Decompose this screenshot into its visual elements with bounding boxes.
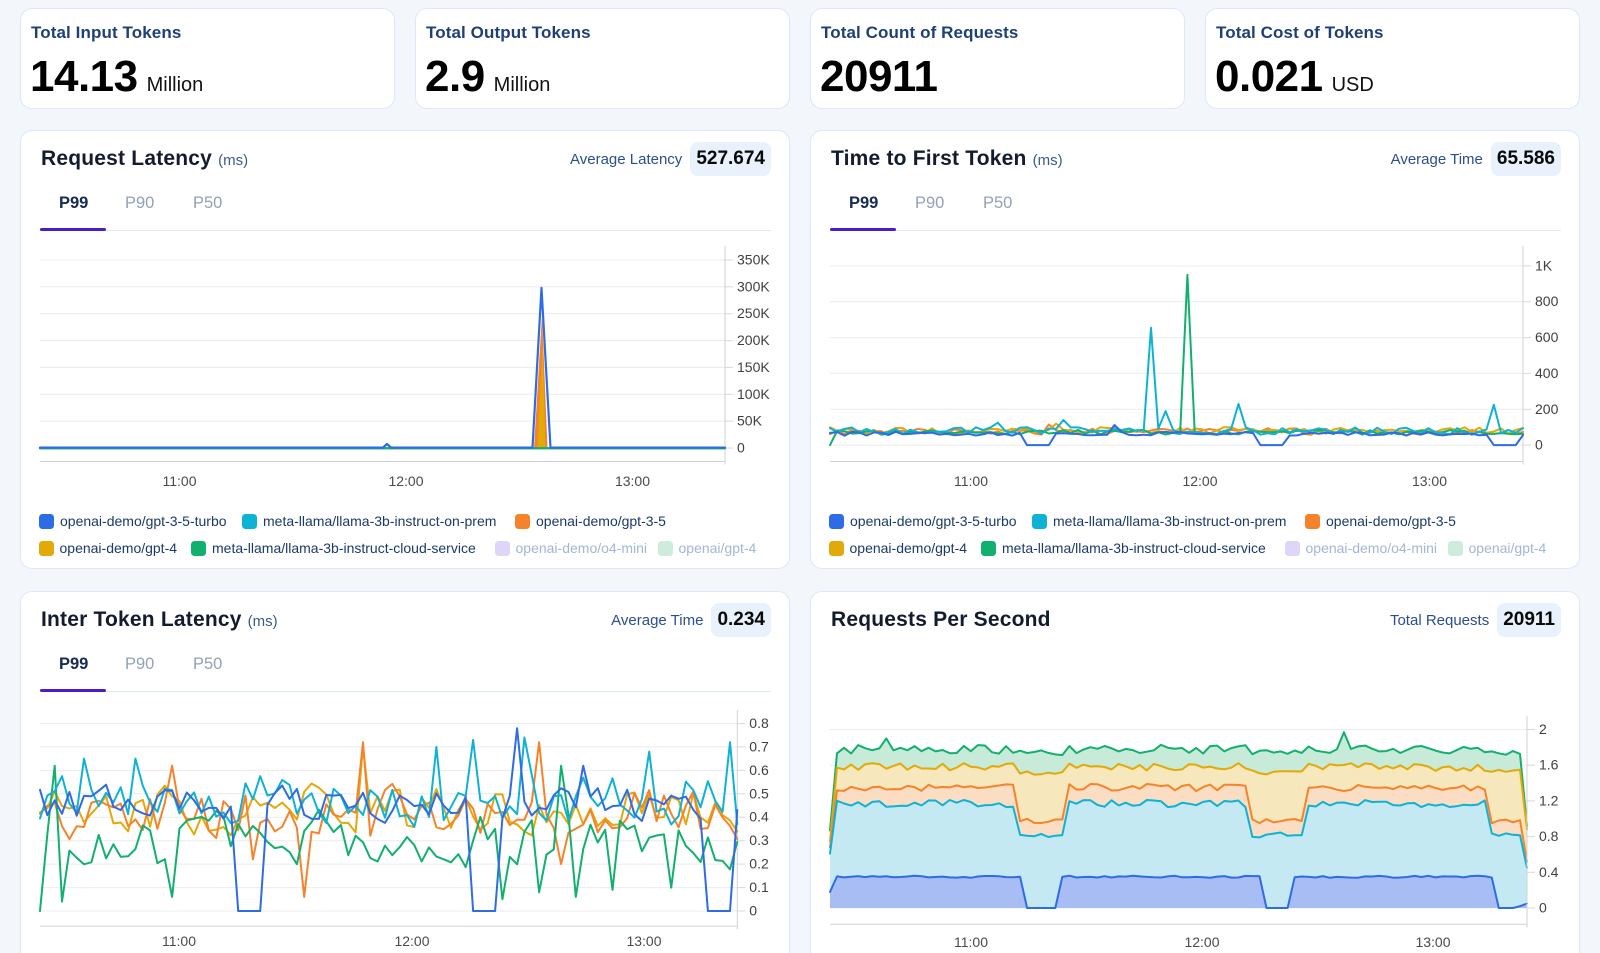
svg-text:200: 200 xyxy=(1535,401,1559,417)
svg-text:12:00: 12:00 xyxy=(1184,934,1219,950)
svg-text:11:00: 11:00 xyxy=(954,473,988,489)
svg-text:13:00: 13:00 xyxy=(626,933,661,949)
svg-text:250K: 250K xyxy=(737,305,770,321)
svg-text:100K: 100K xyxy=(737,386,770,402)
svg-text:0.8: 0.8 xyxy=(1539,828,1559,844)
svg-text:13:00: 13:00 xyxy=(1415,934,1450,950)
svg-text:200K: 200K xyxy=(737,332,770,348)
svg-text:0.5: 0.5 xyxy=(749,785,769,801)
svg-text:11:00: 11:00 xyxy=(162,933,196,949)
svg-text:0: 0 xyxy=(749,903,757,919)
svg-text:400: 400 xyxy=(1535,365,1559,381)
svg-text:0.6: 0.6 xyxy=(749,762,769,778)
svg-text:350K: 350K xyxy=(737,252,770,268)
svg-text:13:00: 13:00 xyxy=(1412,473,1447,489)
svg-text:11:00: 11:00 xyxy=(163,473,197,489)
svg-text:0: 0 xyxy=(1535,437,1543,453)
svg-text:2: 2 xyxy=(1539,721,1547,737)
svg-text:12:00: 12:00 xyxy=(388,473,423,489)
svg-text:0.4: 0.4 xyxy=(1539,864,1559,880)
svg-text:50K: 50K xyxy=(737,413,763,429)
svg-text:13:00: 13:00 xyxy=(615,473,650,489)
svg-text:0.4: 0.4 xyxy=(749,809,769,825)
svg-text:1.6: 1.6 xyxy=(1539,757,1559,773)
svg-text:1.2: 1.2 xyxy=(1539,792,1559,808)
svg-text:800: 800 xyxy=(1535,293,1559,309)
svg-text:12:00: 12:00 xyxy=(1182,473,1217,489)
svg-text:0.1: 0.1 xyxy=(749,879,769,895)
svg-text:300K: 300K xyxy=(737,278,770,294)
svg-text:150K: 150K xyxy=(737,359,770,375)
svg-text:0.7: 0.7 xyxy=(749,738,769,754)
svg-text:0.3: 0.3 xyxy=(749,832,769,848)
svg-text:0: 0 xyxy=(1539,900,1547,916)
svg-text:0.8: 0.8 xyxy=(749,715,769,731)
svg-text:0.2: 0.2 xyxy=(749,856,769,872)
svg-text:1K: 1K xyxy=(1535,257,1553,273)
svg-text:0: 0 xyxy=(737,440,745,456)
svg-text:600: 600 xyxy=(1535,329,1559,345)
svg-text:12:00: 12:00 xyxy=(394,933,429,949)
svg-text:11:00: 11:00 xyxy=(954,934,988,950)
